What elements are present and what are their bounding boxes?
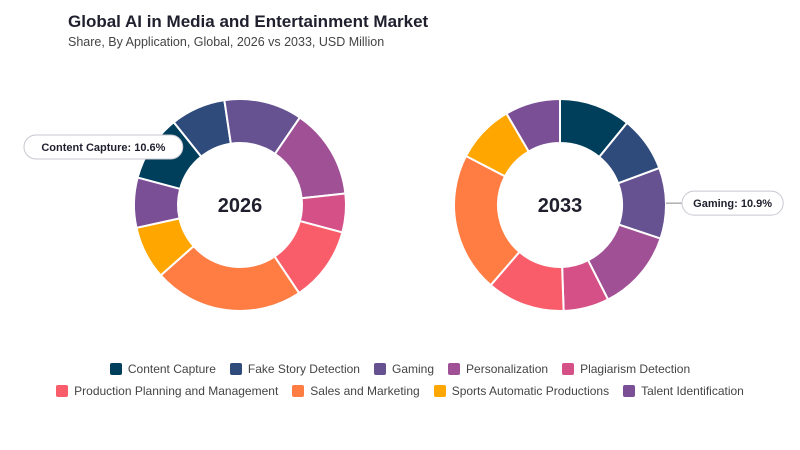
- legend-item-production-planning-and-management[interactable]: Production Planning and Management: [56, 384, 278, 398]
- legend-item-content-capture[interactable]: Content Capture: [109, 362, 216, 376]
- legend-row-2: Production Planning and Management Sales …: [0, 384, 800, 398]
- center-label-2026: 2026: [218, 195, 263, 217]
- legend-swatch: [373, 363, 386, 375]
- legend: Content Capture Fake Story Detection Gamin…: [0, 362, 800, 406]
- callout-2026: Content Capture: 10.6%: [23, 134, 184, 160]
- donut-2026: 2026: [133, 98, 347, 312]
- legend-item-sports-automatic-productions[interactable]: Sports Automatic Productions: [433, 384, 610, 398]
- legend-label: Talent Identification: [641, 384, 744, 398]
- legend-swatch: [448, 363, 461, 375]
- legend-label: Gaming: [391, 362, 435, 376]
- legend-row-1: Content Capture Fake Story Detection Gamin…: [0, 362, 800, 376]
- callout-text: Content Capture: 10.6%: [41, 142, 165, 154]
- legend-label: Sports Automatic Productions: [451, 384, 610, 398]
- legend-swatch: [229, 363, 242, 375]
- legend-swatch: [109, 363, 122, 375]
- legend-swatch: [623, 385, 636, 397]
- legend-label: Sales and Marketing: [310, 384, 420, 398]
- legend-label: Plagiarism Detection: [580, 362, 691, 376]
- legend-item-fake-story-detection[interactable]: Fake Story Detection: [229, 362, 360, 376]
- legend-item-gaming[interactable]: Gaming: [373, 362, 435, 376]
- legend-swatch: [292, 385, 305, 397]
- center-label-2033: 2033: [538, 195, 583, 217]
- legend-swatch: [56, 385, 69, 397]
- callout-box: [681, 190, 784, 216]
- legend-label: Content Capture: [127, 362, 216, 376]
- legend-swatch: [433, 385, 446, 397]
- donut-2033: 2033: [453, 97, 667, 312]
- legend-item-sales-and-marketing[interactable]: Sales and Marketing: [292, 384, 420, 398]
- chart-subtitle: Share, By Application, Global, 2026 vs 2…: [68, 35, 385, 49]
- legend-item-personalization[interactable]: Personalization: [448, 362, 548, 376]
- slice-2026-talent-identification[interactable]: [133, 176, 182, 230]
- slice-2033-talent-identification[interactable]: [505, 97, 561, 153]
- legend-label: Personalization: [466, 362, 549, 376]
- legend-item-talent-identification[interactable]: Talent Identification: [623, 384, 744, 398]
- legend-item-plagiarism-detection[interactable]: Plagiarism Detection: [562, 362, 690, 376]
- legend-label: Production Planning and Management: [74, 384, 279, 398]
- legend-label: Fake Story Detection: [247, 362, 360, 376]
- legend-swatch: [562, 363, 575, 375]
- callout-2033: Gaming: 10.9%: [665, 190, 784, 216]
- callout-box: [23, 134, 184, 160]
- callout-text: Gaming: 10.9%: [693, 198, 772, 210]
- chart-title: Global AI in Media and Entertainment Mar…: [68, 12, 429, 31]
